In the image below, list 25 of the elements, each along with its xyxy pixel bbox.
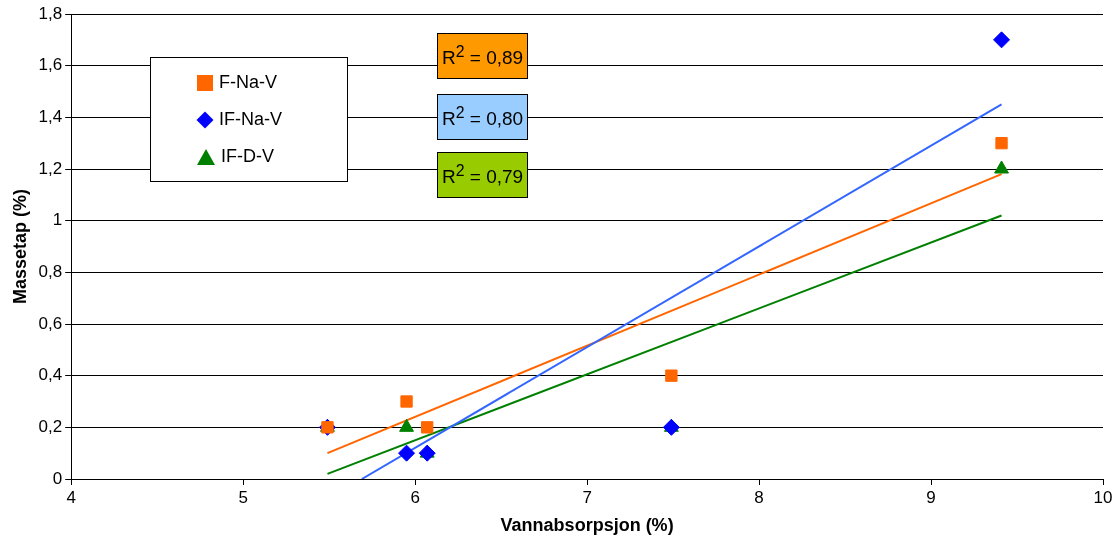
x-tick-label: 10	[1093, 487, 1113, 507]
annotation: R$^{2}$ = 0,80	[437, 94, 529, 141]
legend-label: IF-D-V	[221, 146, 274, 167]
y-tick-label: 1,8	[38, 3, 63, 23]
x-tick-label: 5	[238, 487, 248, 507]
x-axis-title: Vannabsorpsjon (%)	[500, 515, 674, 536]
annotation: R$^{2}$ = 0,89	[437, 33, 529, 80]
annotation: R$^{2}$ = 0,79	[437, 152, 529, 199]
y-tick-label: 0,4	[38, 365, 63, 385]
y-tick-label: 0,6	[38, 313, 63, 333]
y-tick-label: 1,2	[38, 158, 63, 178]
x-tick-label: 8	[754, 487, 764, 507]
x-tick-label: 6	[410, 487, 420, 507]
y-tick-label: 1,6	[38, 55, 63, 75]
legend-label: F-Na-V	[219, 72, 277, 93]
legend-label: IF-Na-V	[219, 109, 282, 130]
y-tick-label: 0,2	[38, 417, 63, 437]
x-tick-label: 9	[926, 487, 936, 507]
x-tick-label: 7	[582, 487, 592, 507]
y-tick-label: 1,4	[38, 107, 63, 127]
y-tick-label: 0,8	[38, 262, 63, 282]
x-tick-label: 4	[66, 487, 76, 507]
y-tick-label: 1	[52, 210, 63, 230]
y-axis-title: Massetap (%)	[9, 188, 30, 305]
y-tick-label: 0	[52, 468, 63, 488]
